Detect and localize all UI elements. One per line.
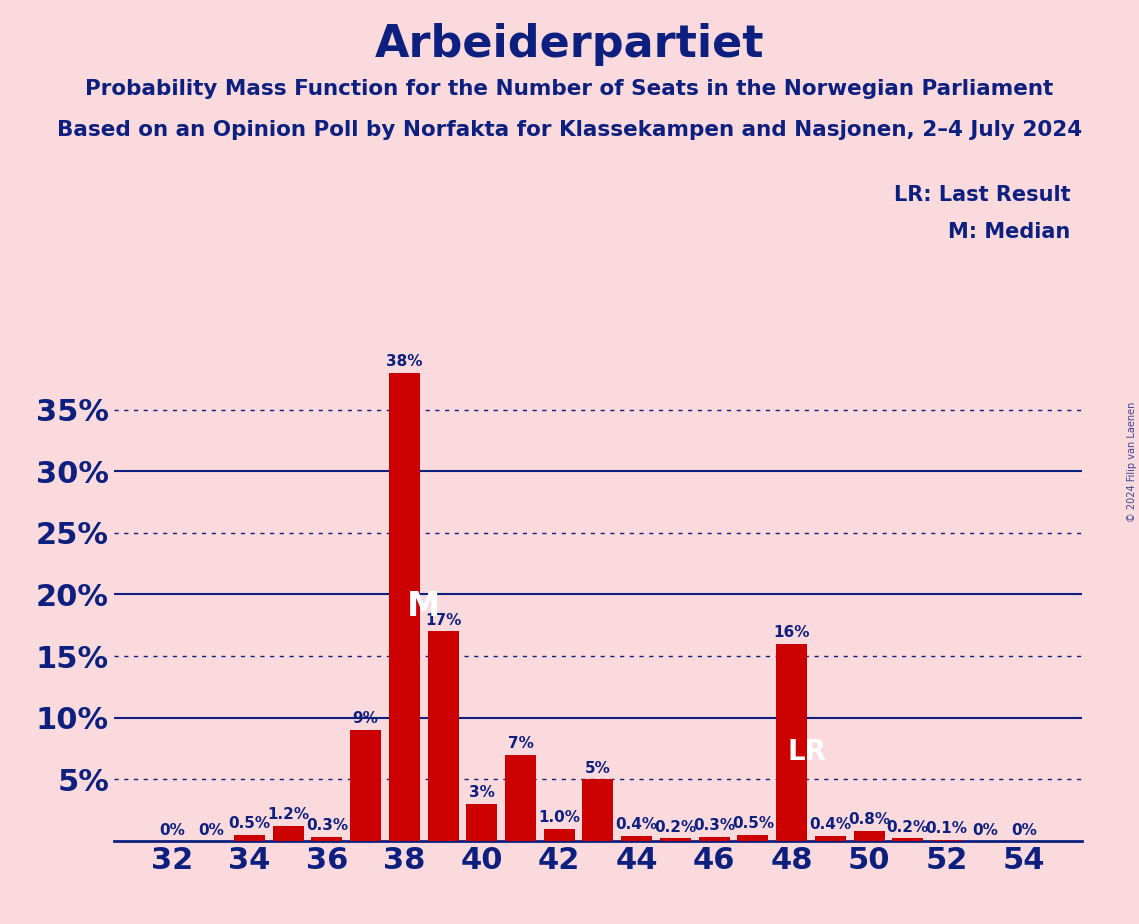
Bar	[427, 631, 459, 841]
Text: Arbeiderpartiet: Arbeiderpartiet	[375, 23, 764, 67]
Text: 0%: 0%	[973, 823, 998, 838]
Text: Based on an Opinion Poll by Norfakta for Klassekampen and Nasjonen, 2–4 July 202: Based on an Opinion Poll by Norfakta for…	[57, 120, 1082, 140]
Bar	[659, 838, 691, 841]
Text: 7%: 7%	[508, 736, 533, 751]
Bar	[931, 840, 962, 841]
Text: Probability Mass Function for the Number of Seats in the Norwegian Parliament: Probability Mass Function for the Number…	[85, 79, 1054, 99]
Text: 1.0%: 1.0%	[539, 809, 580, 825]
Text: 0.3%: 0.3%	[694, 819, 735, 833]
Text: 0.8%: 0.8%	[849, 812, 890, 827]
Text: © 2024 Filip van Laenen: © 2024 Filip van Laenen	[1126, 402, 1137, 522]
Text: 0%: 0%	[159, 823, 185, 838]
Text: 0%: 0%	[198, 823, 223, 838]
Bar	[582, 779, 614, 841]
Text: 1.2%: 1.2%	[268, 808, 309, 822]
Text: 9%: 9%	[353, 711, 378, 726]
Bar	[311, 837, 343, 841]
Bar	[272, 826, 304, 841]
Bar	[505, 755, 536, 841]
Text: 5%: 5%	[585, 760, 611, 775]
Bar	[466, 804, 498, 841]
Bar	[698, 837, 730, 841]
Text: LR: Last Result: LR: Last Result	[894, 185, 1071, 205]
Text: 16%: 16%	[773, 625, 810, 640]
Text: 0.5%: 0.5%	[732, 816, 773, 831]
Text: 0.3%: 0.3%	[306, 819, 347, 833]
Bar	[233, 834, 265, 841]
Text: 0.4%: 0.4%	[616, 817, 657, 833]
Text: M: Median: M: Median	[949, 222, 1071, 242]
Text: 0.2%: 0.2%	[886, 820, 929, 834]
Text: 0.4%: 0.4%	[810, 817, 851, 833]
Bar	[853, 831, 885, 841]
Text: 0.1%: 0.1%	[926, 821, 967, 836]
Text: 0.5%: 0.5%	[229, 816, 270, 831]
Text: 38%: 38%	[386, 354, 423, 369]
Text: 0.2%: 0.2%	[654, 820, 697, 834]
Bar	[350, 730, 382, 841]
Text: LR: LR	[787, 738, 827, 766]
Text: 17%: 17%	[425, 613, 461, 627]
Text: M: M	[407, 590, 441, 624]
Text: 3%: 3%	[469, 785, 494, 800]
Bar	[814, 836, 846, 841]
Bar	[776, 644, 808, 841]
Bar	[621, 836, 653, 841]
Bar	[543, 829, 575, 841]
Bar	[892, 838, 924, 841]
Bar	[737, 834, 769, 841]
Bar	[388, 372, 420, 841]
Text: 0%: 0%	[1011, 823, 1036, 838]
